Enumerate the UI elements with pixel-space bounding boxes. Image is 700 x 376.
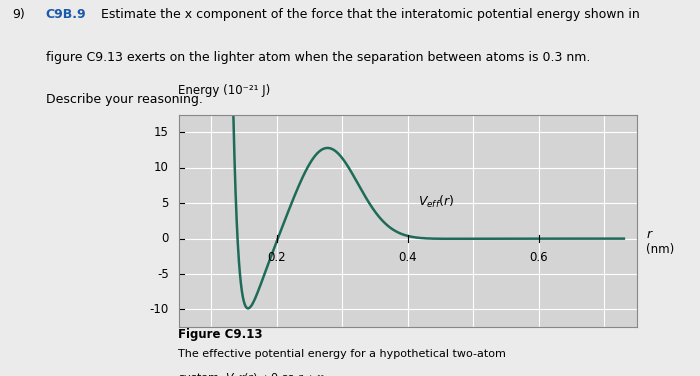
Text: -10: -10 — [149, 303, 169, 316]
Text: 15: 15 — [154, 126, 169, 139]
Text: r: r — [647, 228, 652, 241]
Text: The effective potential energy for a hypothetical two-atom: The effective potential energy for a hyp… — [178, 349, 506, 359]
Text: system. $V_{eff}(r) \rightarrow 0$ as $r \rightarrow \infty$.: system. $V_{eff}(r) \rightarrow 0$ as $r… — [178, 371, 330, 376]
Text: 0.4: 0.4 — [398, 251, 417, 264]
Text: 0.2: 0.2 — [267, 251, 286, 264]
Text: Estimate the x component of the force that the interatomic potential energy show: Estimate the x component of the force th… — [97, 8, 639, 21]
Text: C9B.9: C9B.9 — [46, 8, 86, 21]
Text: 0.6: 0.6 — [529, 251, 548, 264]
Text: Energy (10⁻²¹ J): Energy (10⁻²¹ J) — [178, 84, 271, 97]
Text: 10: 10 — [154, 161, 169, 174]
Text: Describe your reasoning.: Describe your reasoning. — [46, 92, 202, 106]
Text: 5: 5 — [161, 197, 169, 210]
Text: $V_{eff}(r)$: $V_{eff}(r)$ — [418, 194, 454, 210]
Text: 9): 9) — [13, 8, 25, 21]
Text: figure C9.13 exerts on the lighter atom when the separation between atoms is 0.3: figure C9.13 exerts on the lighter atom … — [46, 50, 590, 64]
Text: (nm): (nm) — [645, 243, 674, 256]
Text: Figure C9.13: Figure C9.13 — [178, 328, 263, 341]
Text: -5: -5 — [157, 267, 169, 280]
Text: 0: 0 — [161, 232, 169, 245]
